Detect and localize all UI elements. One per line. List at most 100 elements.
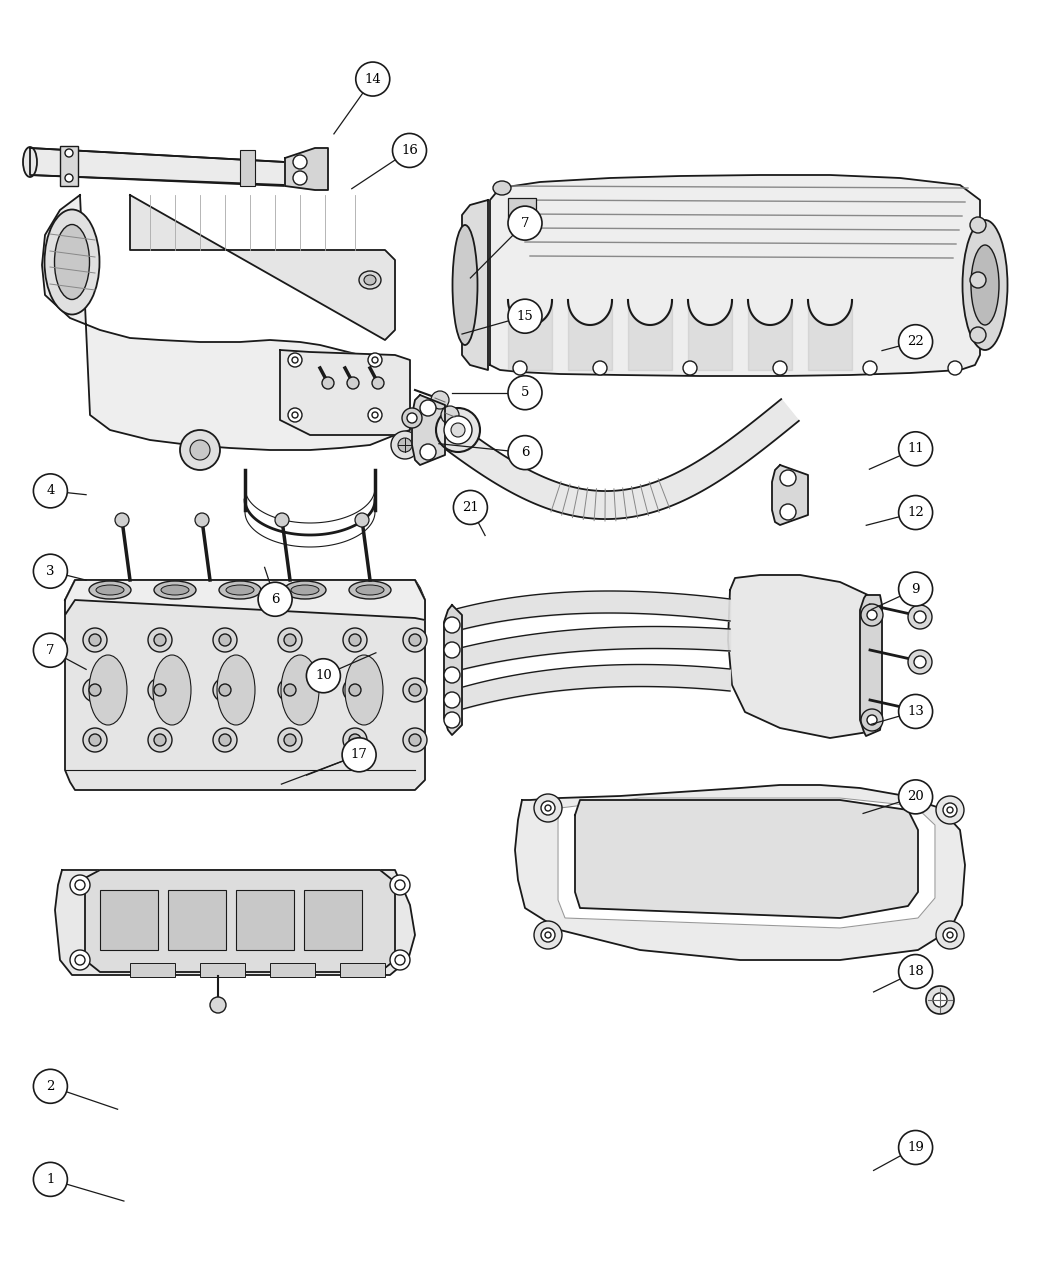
Circle shape <box>343 728 368 752</box>
Circle shape <box>541 801 555 815</box>
Text: 10: 10 <box>315 669 332 682</box>
Circle shape <box>908 650 932 674</box>
Circle shape <box>508 207 542 240</box>
Circle shape <box>773 361 788 375</box>
Circle shape <box>368 408 382 422</box>
Circle shape <box>867 715 877 725</box>
Ellipse shape <box>96 585 124 595</box>
Text: 6: 6 <box>521 446 529 459</box>
Circle shape <box>70 950 90 970</box>
Ellipse shape <box>364 275 376 286</box>
Circle shape <box>541 928 555 942</box>
Circle shape <box>508 300 542 333</box>
Text: 3: 3 <box>46 565 55 578</box>
Circle shape <box>34 1163 67 1196</box>
Circle shape <box>343 678 368 703</box>
Text: 13: 13 <box>907 705 924 718</box>
Circle shape <box>258 583 292 616</box>
Ellipse shape <box>89 581 131 599</box>
Text: 11: 11 <box>907 442 924 455</box>
Circle shape <box>219 683 231 696</box>
Ellipse shape <box>359 272 381 289</box>
Circle shape <box>780 504 796 520</box>
Circle shape <box>372 412 378 418</box>
Circle shape <box>355 513 369 527</box>
Circle shape <box>284 634 296 646</box>
Polygon shape <box>558 798 934 928</box>
Circle shape <box>899 955 932 988</box>
Circle shape <box>292 357 298 363</box>
Text: 2: 2 <box>46 1080 55 1093</box>
Circle shape <box>933 993 947 1007</box>
Circle shape <box>970 272 986 288</box>
Circle shape <box>899 432 932 465</box>
Circle shape <box>83 728 107 752</box>
Text: 9: 9 <box>911 583 920 595</box>
Circle shape <box>391 431 419 459</box>
Polygon shape <box>575 799 918 918</box>
Ellipse shape <box>349 581 391 599</box>
Circle shape <box>34 634 67 667</box>
Circle shape <box>89 683 101 696</box>
Circle shape <box>403 678 427 703</box>
Circle shape <box>210 997 226 1014</box>
Circle shape <box>284 734 296 746</box>
Polygon shape <box>280 351 410 435</box>
Circle shape <box>322 377 334 389</box>
Circle shape <box>83 629 107 652</box>
Circle shape <box>452 423 465 437</box>
Circle shape <box>899 496 932 529</box>
Circle shape <box>372 377 384 389</box>
Ellipse shape <box>219 581 261 599</box>
Circle shape <box>899 325 932 358</box>
Circle shape <box>444 692 460 708</box>
Circle shape <box>390 875 410 895</box>
Polygon shape <box>728 575 876 738</box>
Bar <box>270 963 315 977</box>
Circle shape <box>534 921 562 949</box>
Text: 22: 22 <box>907 335 924 348</box>
Polygon shape <box>444 606 462 734</box>
Text: 6: 6 <box>271 593 279 606</box>
Circle shape <box>943 803 957 817</box>
Circle shape <box>444 643 460 658</box>
Circle shape <box>444 416 472 444</box>
Circle shape <box>508 376 542 409</box>
Circle shape <box>65 149 74 157</box>
Circle shape <box>278 629 302 652</box>
Ellipse shape <box>284 581 326 599</box>
Circle shape <box>342 738 376 771</box>
Circle shape <box>148 728 172 752</box>
Ellipse shape <box>226 585 254 595</box>
Circle shape <box>180 430 220 470</box>
Bar <box>304 890 362 950</box>
Circle shape <box>307 659 340 692</box>
Ellipse shape <box>23 147 37 177</box>
Bar <box>130 963 175 977</box>
Circle shape <box>395 955 405 965</box>
Bar <box>168 890 226 950</box>
Circle shape <box>75 955 85 965</box>
Text: 21: 21 <box>462 501 479 514</box>
Circle shape <box>154 683 166 696</box>
Circle shape <box>899 572 932 606</box>
Circle shape <box>861 709 883 731</box>
Circle shape <box>441 405 459 425</box>
Ellipse shape <box>44 209 100 315</box>
Circle shape <box>508 436 542 469</box>
Circle shape <box>970 217 986 233</box>
Circle shape <box>288 408 302 422</box>
Ellipse shape <box>963 221 1008 351</box>
Circle shape <box>943 928 957 942</box>
Text: 19: 19 <box>907 1141 924 1154</box>
Polygon shape <box>514 785 965 960</box>
Circle shape <box>861 604 883 626</box>
Ellipse shape <box>55 224 89 300</box>
Circle shape <box>947 807 953 813</box>
Circle shape <box>83 678 107 703</box>
Circle shape <box>154 734 166 746</box>
Text: 1: 1 <box>46 1173 55 1186</box>
Polygon shape <box>65 580 425 790</box>
Bar <box>200 963 245 977</box>
Circle shape <box>420 444 436 460</box>
